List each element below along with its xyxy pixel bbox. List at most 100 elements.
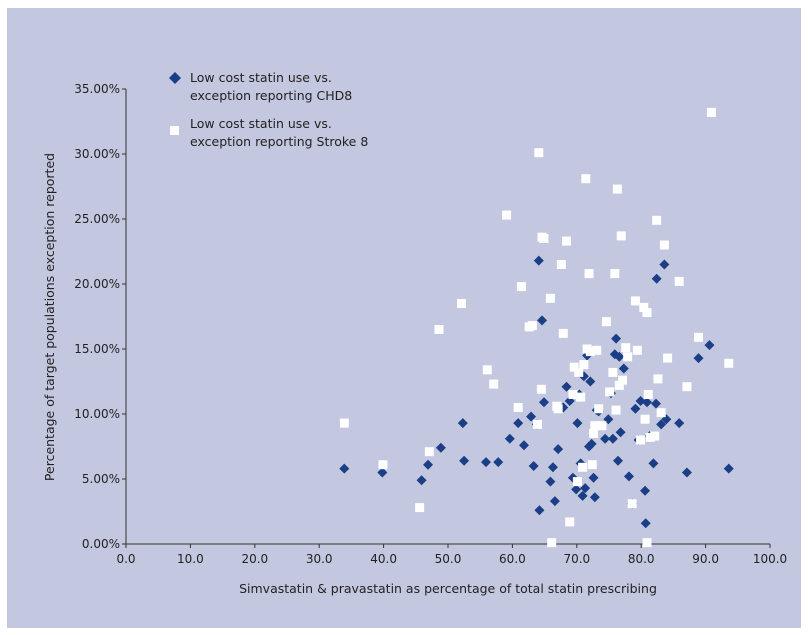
chd8-point [614,351,625,362]
chd8-point [640,485,651,496]
chd8-point [457,418,468,429]
stroke8-point [639,302,649,312]
stroke8-point [611,405,621,415]
legend-label-stroke8-line1: Low cost statin use vs. [190,116,332,131]
stroke8-point [568,390,578,399]
chd8-point [585,376,596,387]
stroke8-point [643,390,653,399]
chd8-point [513,418,524,429]
stroke8-point [587,460,597,470]
y-tick-label: 10.00% [74,407,120,421]
chd8-point [459,455,470,466]
stroke8-point [539,234,549,243]
stroke8-point [724,358,734,368]
chd8-point [571,484,582,495]
stroke8-point [502,210,512,220]
chd8-point [635,396,646,406]
chd8-point [641,397,652,408]
stroke8-point [674,276,684,286]
stroke8-point [663,353,673,363]
chd8-point [651,273,662,284]
y-tick-label: 5.00% [82,472,120,486]
series-stroke8 [339,107,734,548]
x-tick-label: 70.0 [563,552,590,566]
stroke8-point [569,362,579,372]
chd8-point [553,444,564,455]
stroke8-point [623,352,633,362]
x-axis-title: Simvastatin & pravastatin as percentage … [239,581,657,596]
y-tick-label: 0.00% [82,537,120,551]
stroke8-point [579,360,589,370]
stroke8-point [545,293,555,303]
chd8-point [377,467,388,478]
y-tick-label: 35.00% [74,82,120,96]
x-tick-label: 30.0 [306,552,333,566]
stroke8-point [640,414,650,424]
chd8-point [586,438,597,449]
stroke8-point [652,215,662,225]
stroke8-point [415,503,425,513]
stroke8-point [645,432,655,442]
stroke8-point [585,347,595,357]
stroke8-point [561,236,571,246]
x-tick-label: 20.0 [241,552,268,566]
stroke8-point [534,148,544,158]
chd8-point [416,475,427,486]
stroke8-point [590,421,600,431]
stroke8-point [547,538,557,548]
chd8-point [607,433,618,444]
chd8-point [681,467,692,478]
chd8-point [723,463,734,474]
x-tick-label: 100.0 [753,552,787,566]
chd8-point [538,397,549,408]
stroke8-point [574,367,584,377]
chd8-point [618,363,629,374]
chd8-point [528,461,539,471]
stroke8-point [589,429,599,438]
x-tick-label: 90.0 [692,552,719,566]
chd8-point [572,418,583,429]
legend-marker-chd8 [169,72,181,84]
y-tick-label: 20.00% [74,277,120,291]
legend-label-chd8-line1: Low cost statin use vs. [190,70,332,85]
chd8-point [630,403,641,414]
stroke8-point [597,421,607,431]
chd8-point [600,433,611,444]
stroke8-point [581,174,591,184]
stroke8-point [659,240,669,250]
stroke8-point [642,308,652,318]
chart-marks [339,107,734,548]
chd8-point [648,458,659,469]
y-tick-label: 25.00% [74,212,120,226]
stroke8-point [339,418,349,428]
chd8-point [518,440,529,451]
chd8-point [561,381,572,392]
stroke8-point [576,392,586,402]
stroke8-point [636,435,646,445]
chd8-point [693,353,704,364]
chd8-point [588,472,599,483]
x-tick-label: 80.0 [628,552,655,566]
chd8-point [533,255,544,266]
chd8-point [547,462,558,473]
stroke8-point [553,404,563,414]
chd8-point [589,492,600,503]
stroke8-point [610,269,620,279]
chd8-point [704,340,715,351]
stroke8-point [694,332,704,342]
chd8-point [435,442,446,453]
chd8-point [423,459,434,470]
stroke8-point [592,345,602,355]
chd8-point [534,505,545,516]
chd8-point [545,476,556,487]
stroke8-point [572,477,582,487]
stroke8-point [513,403,523,412]
stroke8-point [612,184,622,194]
stroke8-point [378,460,388,470]
x-tick-label: 0.0 [116,552,135,566]
chd8-point [577,490,588,501]
axes: 0.0 10.0 20.0 30.0 40.0 50.0 60.0 70.0 80.0 90.0 1… [74,82,787,566]
chd8-point [611,333,622,344]
stroke8-point [656,408,666,418]
